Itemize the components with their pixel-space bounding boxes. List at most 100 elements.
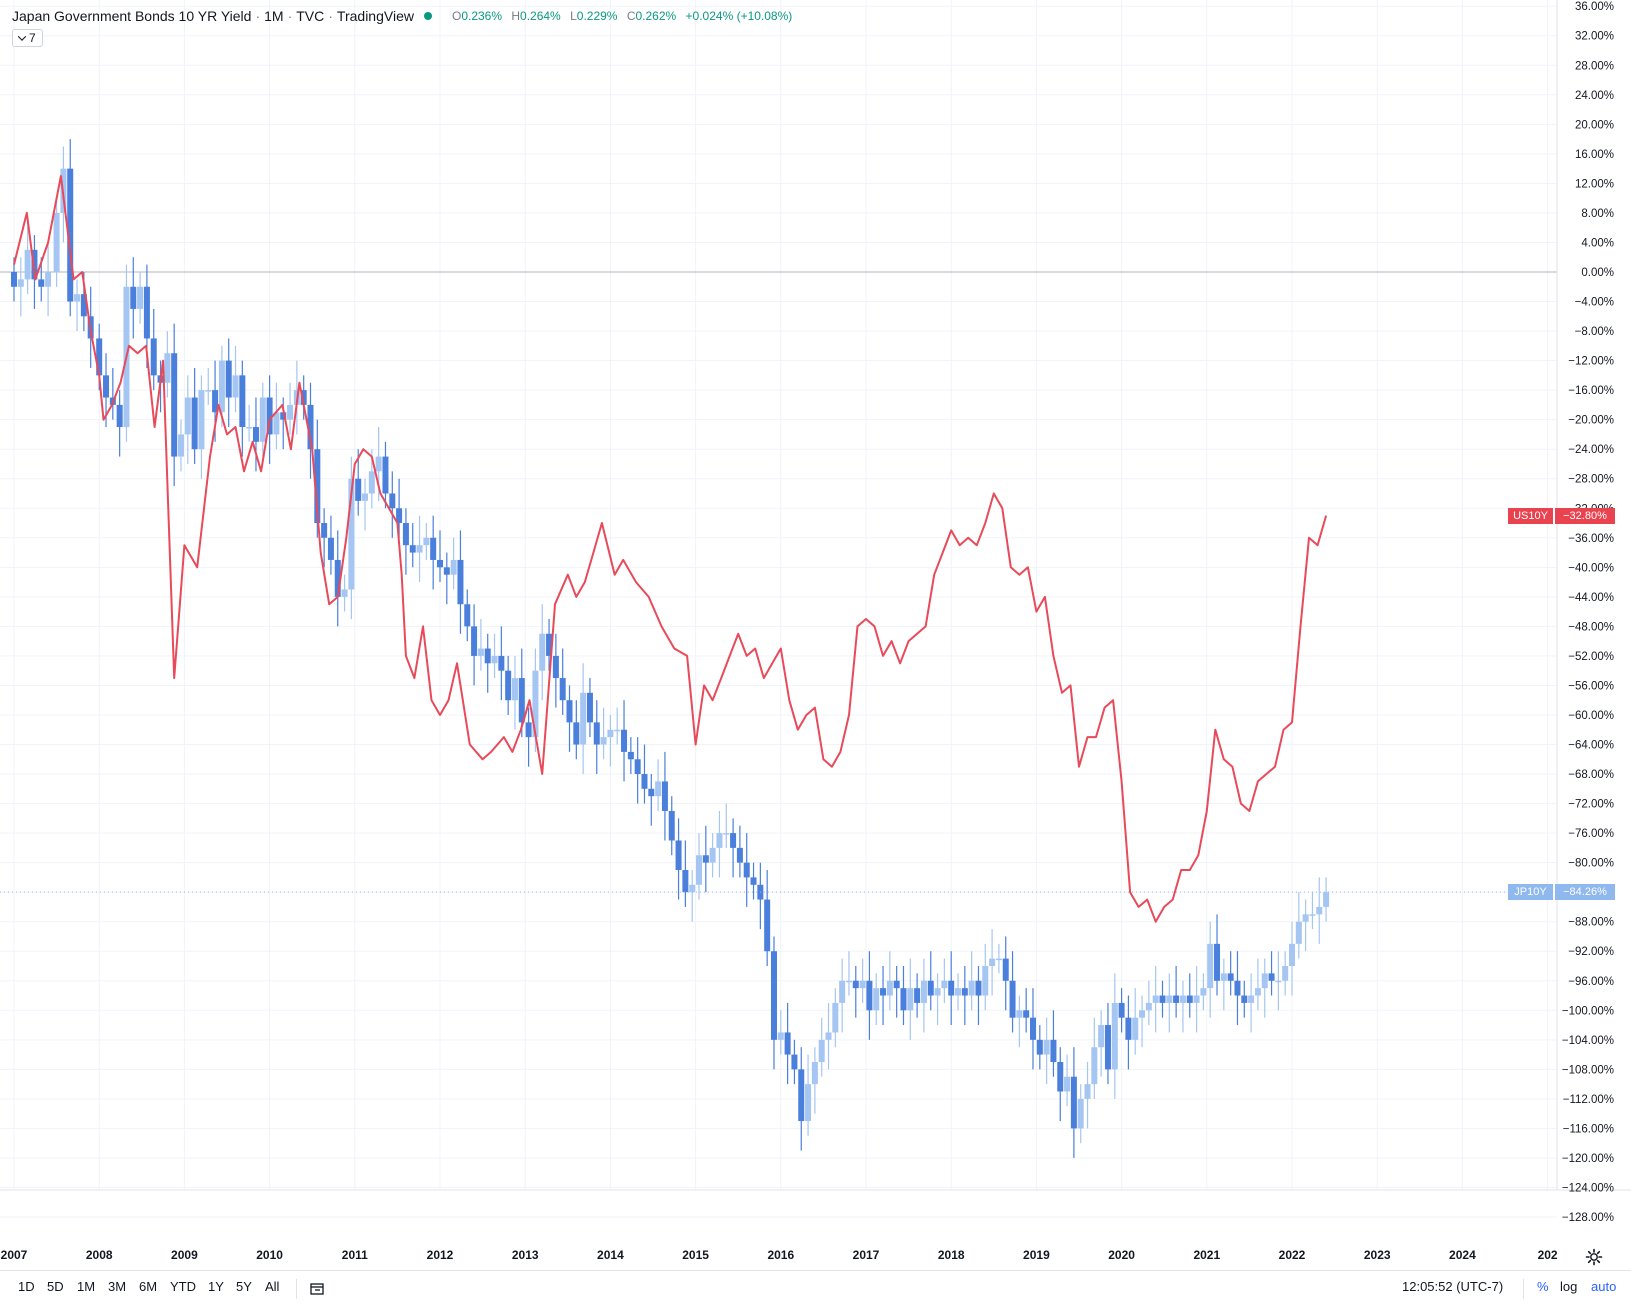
range-button-all[interactable]: All	[265, 1279, 280, 1294]
date-range-icon[interactable]	[309, 1281, 325, 1297]
candle-body	[198, 390, 205, 450]
candle-body	[1309, 914, 1316, 916]
candle-body	[1227, 973, 1234, 981]
candle-body	[675, 840, 682, 871]
candle-body	[1207, 943, 1214, 989]
x-tick-label: 2022	[1279, 1248, 1306, 1262]
candle-body	[859, 980, 866, 989]
y-tick-label: −8.00%	[1575, 326, 1614, 338]
candle-body	[525, 722, 532, 738]
bottom-toolbar: 1D 5D 1M 3M 6M YTD 1Y 5Y All 12:05:52 (UTC-7) % …	[0, 1270, 1631, 1308]
x-tick-label: 2017	[853, 1248, 880, 1262]
candle-body	[593, 722, 600, 745]
y-tick-label: 12.00%	[1575, 178, 1614, 190]
candle-body	[1159, 995, 1166, 1003]
candle-body	[1139, 1010, 1146, 1018]
candle-body	[641, 774, 648, 789]
y-tick-label: 8.00%	[1581, 208, 1614, 220]
range-button-1y[interactable]: 1Y	[208, 1279, 224, 1294]
toolbar-divider	[296, 1279, 297, 1299]
high-value: 0.264%	[520, 9, 561, 23]
log-toggle[interactable]: log	[1560, 1279, 1578, 1294]
candle-body	[764, 899, 771, 952]
auto-toggle[interactable]: auto	[1591, 1279, 1617, 1294]
legend-interval: 1M	[264, 8, 284, 24]
range-button-1m[interactable]: 1M	[77, 1279, 96, 1294]
candle-body	[491, 655, 498, 664]
candle-body	[314, 449, 321, 524]
y-tick-label: −52.00%	[1568, 651, 1614, 663]
open-value: 0.236%	[461, 9, 503, 23]
open-label: O	[451, 9, 462, 23]
candle-body	[74, 294, 81, 302]
y-tick-label: −112.00%	[1563, 1094, 1614, 1106]
candle-body	[259, 397, 266, 442]
candle-body	[67, 168, 74, 302]
candle-body	[280, 412, 287, 420]
candle-body	[839, 980, 846, 1003]
x-tick-label: 2014	[597, 1248, 624, 1262]
y-tick-label: −20.00%	[1568, 415, 1614, 427]
x-tick-label: 2018	[938, 1248, 965, 1262]
candle-body	[498, 655, 505, 671]
candle-body	[205, 390, 212, 392]
candle-body	[934, 988, 941, 996]
candle-body	[805, 1084, 812, 1122]
x-axis-labels: 2007 2008 2009 2010 2011 2012 2013 2014 2015 2016…	[1, 1248, 1558, 1262]
legend-separator: ·	[328, 8, 333, 24]
candle-body	[423, 537, 430, 546]
indicators-toggle-button[interactable]: 7	[12, 29, 43, 47]
candle-body	[437, 559, 443, 568]
range-button-1d[interactable]: 1D	[18, 1279, 35, 1294]
candle-body	[955, 988, 962, 996]
candle-body	[239, 375, 246, 428]
x-tick-label: 2010	[256, 1248, 283, 1262]
candle-body	[450, 559, 457, 575]
legend-title: Japan Government Bonds 10 YR Yield	[12, 8, 252, 24]
candle-body	[1214, 943, 1221, 981]
percent-toggle[interactable]: %	[1537, 1279, 1549, 1294]
y-tick-label: −104.00%	[1562, 1035, 1614, 1047]
y-tick-label: −24.00%	[1568, 444, 1614, 456]
range-button-5d[interactable]: 5D	[47, 1279, 64, 1294]
y-tick-label: −108.00%	[1562, 1064, 1614, 1076]
x-tick-label: 2013	[512, 1248, 539, 1262]
candle-body	[184, 397, 191, 435]
candle-body	[818, 1039, 825, 1062]
x-tick-label: 2024	[1449, 1248, 1476, 1262]
candle-body	[982, 966, 989, 996]
range-button-6m[interactable]: 6M	[139, 1279, 158, 1294]
candle-body	[518, 678, 525, 723]
candle-body	[327, 537, 334, 560]
candle-body	[232, 375, 239, 398]
candle-body	[709, 847, 716, 863]
candle-body	[866, 980, 873, 1011]
range-button-ytd[interactable]: YTD	[170, 1279, 196, 1294]
candle-body	[246, 427, 253, 429]
candle-body	[1241, 995, 1248, 1003]
candle-body	[116, 404, 123, 428]
candle-body	[614, 729, 621, 732]
y-tick-label: −96.00%	[1568, 976, 1614, 988]
legend-separator: ·	[255, 8, 261, 24]
candle-body	[825, 1032, 832, 1040]
candle-body	[137, 286, 144, 309]
clock-time[interactable]: 12:05:52 (UTC-7)	[1402, 1279, 1504, 1294]
candle-body	[880, 988, 887, 996]
candle-body	[191, 397, 198, 450]
candle-body	[716, 833, 723, 848]
range-button-3m[interactable]: 3M	[108, 1279, 127, 1294]
candle-body	[1036, 1039, 1043, 1055]
range-button-5y[interactable]: 5Y	[236, 1279, 252, 1294]
candle-body	[736, 847, 743, 863]
low-label: L	[570, 9, 577, 23]
y-tick-label: −88.00%	[1568, 917, 1614, 929]
jp10y-value-tag: −84.26%	[1555, 884, 1615, 901]
candle-body	[252, 427, 259, 442]
candle-body	[907, 988, 914, 1011]
candle-body	[1261, 973, 1268, 989]
gear-icon[interactable]	[1584, 1247, 1604, 1267]
candle-body	[784, 1032, 791, 1055]
candle-body	[1323, 892, 1330, 907]
